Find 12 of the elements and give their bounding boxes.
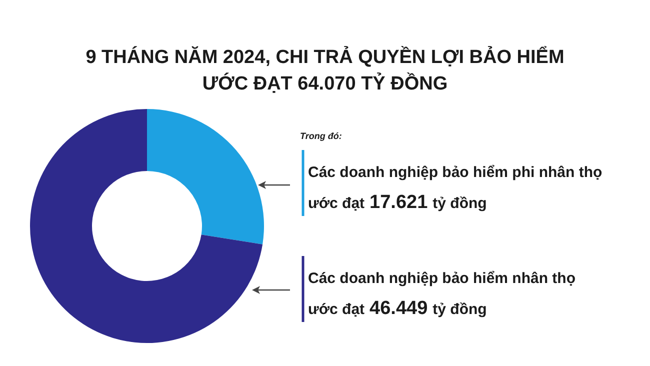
text: Trong đó:: [300, 131, 342, 141]
data-label: 17.621: [370, 192, 428, 213]
donut-slice: [30, 109, 263, 343]
slice-label: Các doanh nghiệp bảo hiểm phi nhân thọ: [308, 164, 602, 181]
donut-slice: [147, 109, 264, 244]
chart-title: 9 THÁNG NĂM 2024, CHI TRẢ QUYỀN LỢI BẢO HIỂM ƯỚC ĐẠT 64.070 TỶ ĐỒNG: [86, 45, 564, 95]
text: ước đạt: [308, 195, 365, 212]
data-label: 46.449: [370, 298, 428, 319]
text: ước đạt: [308, 301, 365, 318]
text: tỷ đồng: [432, 195, 487, 212]
text: tỷ đồng: [432, 301, 487, 318]
slice-label: Các doanh nghiệp bảo hiểm nhân thọ: [308, 270, 576, 287]
